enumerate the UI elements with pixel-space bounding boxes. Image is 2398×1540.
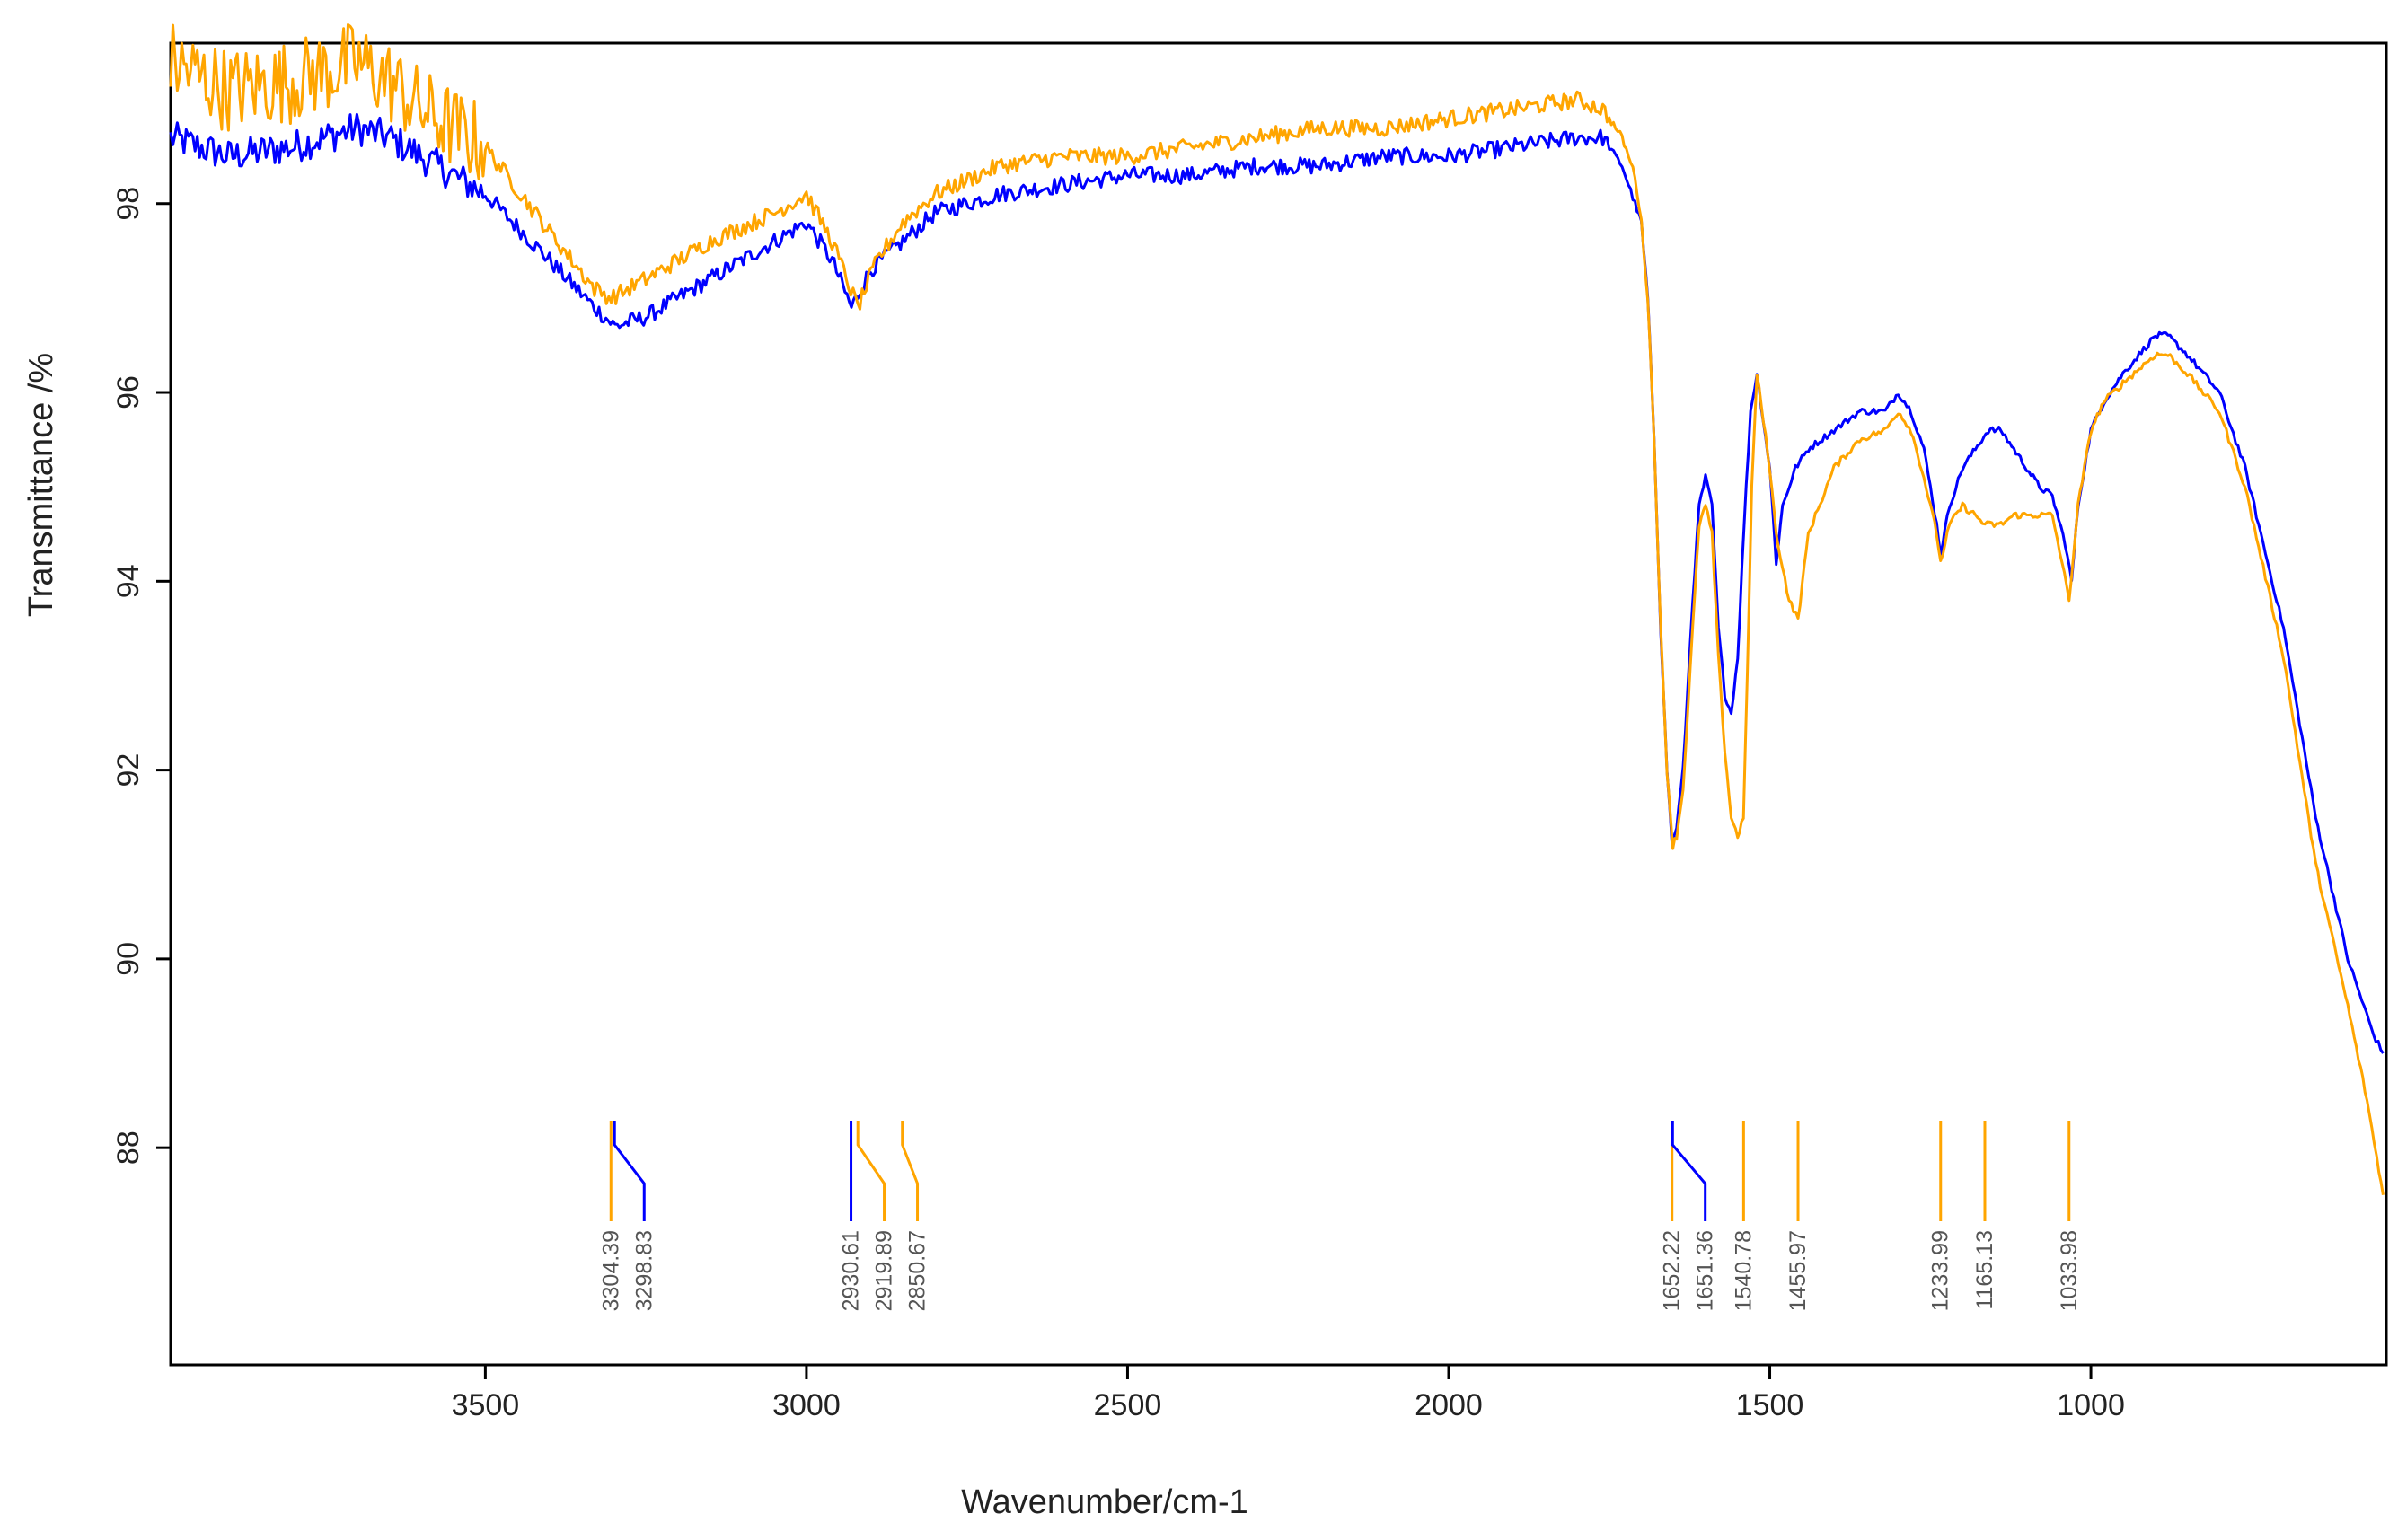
peak-label: 3304.39 [598,1230,623,1311]
peak-marker-line [901,1121,920,1221]
x-tick-label: 1500 [1736,1388,1804,1422]
x-axis: 3500 3000 2500 2000 1500 1000 [452,1365,2125,1422]
peak-marker-line [613,1121,646,1221]
peak-label: 2850.67 [905,1230,930,1311]
plot-frame [169,41,2388,1367]
x-tick-label: 2500 [1094,1388,1162,1422]
x-tick-label: 2000 [1415,1388,1483,1422]
x-tick-label: 1000 [2057,1388,2125,1422]
y-tick-label: 98 [111,187,145,221]
x-tick-label: 3500 [452,1388,520,1422]
x-axis-title: Wavenumber/cm-1 [961,1483,1248,1521]
peak-marker-line [856,1121,886,1221]
peak-marker-line [1671,1121,1707,1221]
series-layer [169,23,2385,1195]
peak-label: 1651.36 [1693,1230,1718,1311]
peak-label: 1540.78 [1731,1230,1756,1311]
y-tick-label: 96 [111,375,145,409]
peak-label: 1455.97 [1785,1230,1811,1311]
peak-label: 2919.89 [872,1230,897,1311]
y-axis: 88 90 92 94 96 98 [111,187,171,1165]
y-tick-label: 90 [111,942,145,976]
spectrum-line-2 [169,23,2385,1195]
y-tick-label: 92 [111,753,145,788]
peak-marker-layer: 3304.39 3298.83 2930.61 2919.89 2850.67 1652.… [598,1121,2082,1311]
y-tick-label: 88 [111,1131,145,1165]
peak-label: 1233.99 [1928,1230,1953,1311]
y-tick-label: 94 [111,564,145,598]
peak-label: 2930.61 [839,1230,864,1311]
peak-label: 1165.13 [1972,1230,1997,1310]
x-tick-label: 3000 [772,1388,841,1422]
peak-label: 1652.22 [1660,1230,1685,1311]
spectrum-line-1 [169,112,2385,1054]
y-axis-title: Transmittance /% [22,353,60,617]
peak-label: 3298.83 [631,1230,657,1311]
peak-label: 1033.98 [2057,1230,2082,1311]
